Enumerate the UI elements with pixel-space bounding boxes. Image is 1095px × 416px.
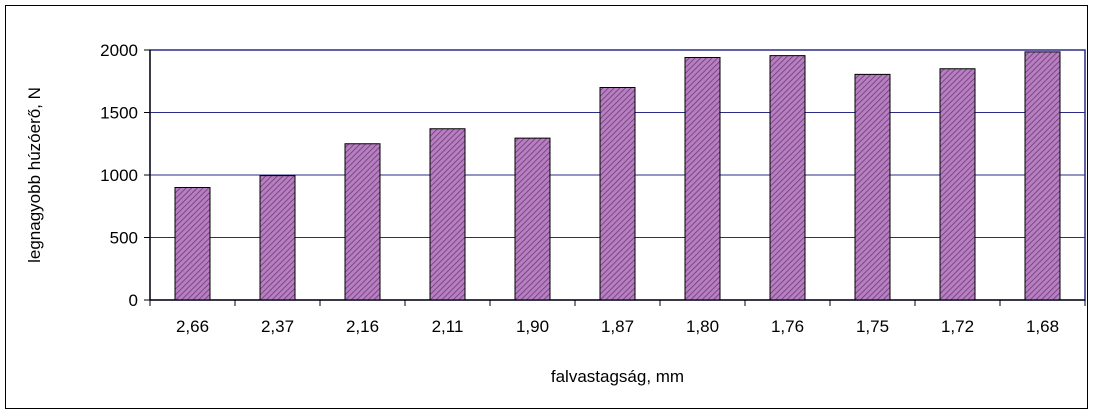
- y-axis-title: legnagyobb húzóerő, N: [25, 87, 44, 263]
- x-tick-label: 2,37: [261, 317, 294, 336]
- bar: [939, 68, 976, 301]
- x-tick-label: 1,80: [686, 317, 719, 336]
- bar: [854, 73, 891, 301]
- bar: [344, 143, 381, 301]
- bar: [429, 128, 466, 301]
- bar: [1024, 51, 1061, 301]
- x-tick-label: 2,66: [176, 317, 209, 336]
- bar: [259, 175, 296, 301]
- x-tick-label: 1,75: [856, 317, 889, 336]
- y-tick-label: 500: [110, 229, 138, 248]
- bar: [514, 137, 551, 301]
- bar: [174, 187, 211, 301]
- x-axis-title: falvastagság, mm: [551, 367, 684, 386]
- x-tick-label: 1,90: [516, 317, 549, 336]
- x-tick-label: 1,76: [771, 317, 804, 336]
- y-tick-label: 1500: [100, 104, 138, 123]
- bar: [599, 87, 636, 301]
- x-tick-label: 2,16: [346, 317, 379, 336]
- x-tick-labels: 2,66 2,37 2,16 2,11 1,90 1,87 1,80 1,76 1,75 1,72…: [176, 317, 1059, 336]
- x-tick-label: 1,87: [601, 317, 634, 336]
- y-tick-labels: 0 500 1000 1500 2000: [100, 41, 138, 310]
- y-tick-label: 1000: [100, 166, 138, 185]
- x-tick-label: 1,68: [1026, 317, 1059, 336]
- y-tick-label: 2000: [100, 41, 138, 60]
- y-tick-label: 0: [129, 291, 138, 310]
- bar: [684, 57, 721, 301]
- bars: [174, 51, 1061, 301]
- bar: [769, 55, 806, 301]
- x-tick-label: 2,11: [432, 317, 464, 336]
- x-tick-label: 1,72: [941, 317, 974, 336]
- axes: [144, 49, 1086, 306]
